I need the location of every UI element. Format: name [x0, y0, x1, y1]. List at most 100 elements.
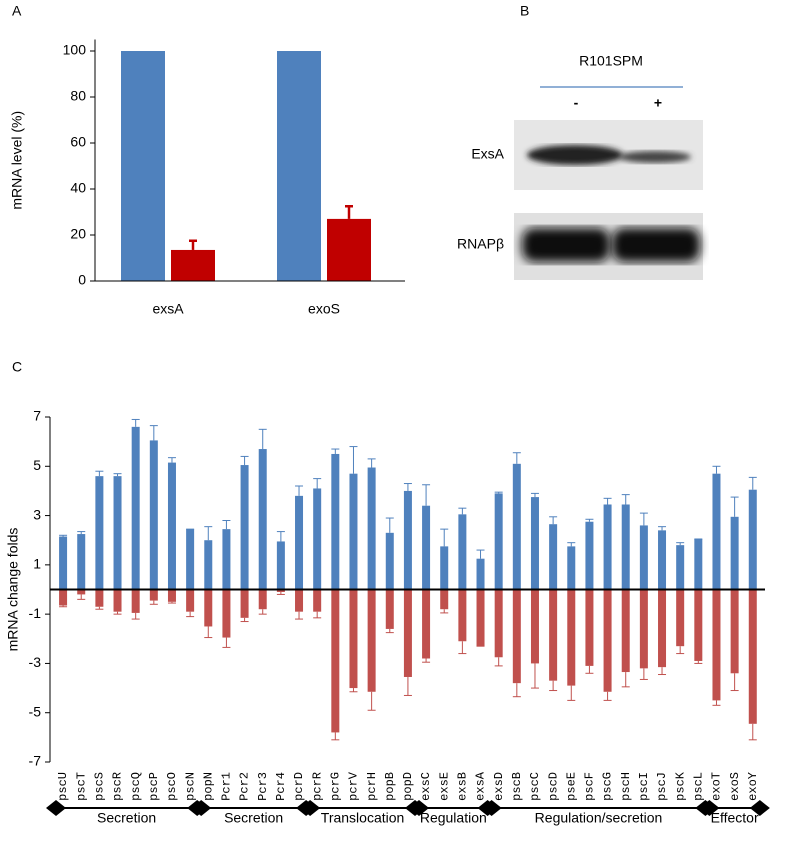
x-tick-label: pscB — [510, 772, 524, 801]
bar — [349, 473, 358, 590]
x-tick-label: Pcr3 — [256, 772, 270, 801]
bar — [549, 524, 558, 590]
x-tick-label: exoY — [746, 772, 760, 801]
bar — [603, 504, 612, 590]
lane-label: - — [574, 95, 579, 111]
band — [619, 151, 691, 163]
bar — [204, 589, 213, 627]
x-tick-label: pcrG — [328, 772, 342, 801]
error-bar — [95, 470, 104, 477]
x-tick-label: pscU — [56, 772, 70, 801]
x-tick-label: pscI — [637, 772, 651, 801]
x-tick-label: pscQ — [129, 772, 143, 801]
error-bar — [512, 452, 521, 464]
error-bar — [530, 663, 539, 689]
x-tick-label: exsC — [419, 772, 433, 801]
error-bar — [113, 611, 122, 615]
error-bar — [712, 700, 721, 706]
bar — [59, 536, 68, 590]
error-bar — [295, 611, 304, 620]
bar — [385, 532, 394, 590]
bar — [113, 476, 122, 590]
y-tick-label: -1 — [29, 605, 42, 621]
error-bar — [113, 473, 122, 477]
bar — [349, 589, 358, 689]
bar — [748, 489, 757, 590]
bar — [621, 589, 630, 673]
error-bar — [349, 446, 358, 474]
y-tick-label: -7 — [29, 753, 42, 769]
bar — [167, 462, 176, 590]
error-bar — [476, 549, 485, 559]
panel-label: C — [12, 359, 22, 375]
bar — [240, 589, 249, 618]
blot-header: R101SPM — [579, 53, 643, 69]
x-tick-label: exoS — [728, 772, 742, 801]
group-label: Regulation — [420, 810, 487, 826]
x-tick-label: pscK — [673, 771, 687, 801]
y-tick-label: 100 — [63, 42, 87, 58]
y-tick-label: 60 — [70, 134, 86, 150]
error-bar — [730, 496, 739, 517]
x-tick-label: Pcr1 — [220, 772, 234, 801]
error-bar — [658, 667, 667, 676]
bar — [476, 558, 485, 590]
bar — [530, 589, 539, 664]
error-bar — [258, 609, 267, 615]
bar — [440, 589, 449, 610]
error-bar — [549, 516, 558, 525]
band — [527, 145, 623, 165]
x-tick-label: pcrD — [292, 772, 306, 801]
bar — [313, 488, 322, 590]
error-bar — [458, 507, 467, 515]
y-axis-label: mRNA change folds — [5, 528, 21, 652]
error-bar — [440, 528, 449, 547]
error-bar — [276, 531, 285, 542]
bar — [331, 589, 340, 733]
y-tick-label: 5 — [33, 457, 41, 473]
x-tick-label: popD — [401, 772, 415, 801]
error-bar — [59, 605, 68, 608]
x-tick-label: pscO — [165, 772, 179, 801]
bar — [549, 589, 558, 681]
error-bar — [494, 491, 503, 494]
error-bar — [204, 526, 213, 541]
panel-label: A — [12, 3, 22, 19]
y-tick-label: 7 — [33, 408, 41, 424]
error-bar — [222, 637, 231, 648]
error-bar — [676, 646, 685, 655]
bar — [476, 589, 485, 647]
error-bar — [422, 658, 431, 663]
bar — [295, 495, 304, 590]
bar — [204, 540, 213, 590]
error-bar — [295, 485, 304, 496]
error-bar — [331, 448, 340, 454]
bar — [403, 589, 412, 677]
error-bar — [345, 205, 353, 219]
x-tick-label: pscL — [691, 772, 705, 801]
error-bar — [385, 628, 394, 634]
y-axis-label: mRNA level (%) — [9, 111, 25, 210]
error-bar — [167, 601, 176, 604]
error-bar — [313, 611, 322, 619]
bar — [658, 530, 667, 590]
error-bar — [222, 520, 231, 530]
group-label: Secretion — [97, 810, 156, 826]
bar — [603, 589, 612, 692]
blot-row-label: RNAPβ — [457, 236, 504, 252]
error-bar — [131, 418, 140, 427]
bar — [95, 589, 104, 607]
x-tick-label: pscN — [183, 772, 197, 801]
blot-row-label: ExsA — [471, 146, 504, 162]
error-bar — [149, 600, 158, 605]
bar — [639, 589, 648, 669]
bar — [694, 538, 703, 590]
x-tick-label: pscG — [601, 772, 615, 801]
error-bar — [403, 676, 412, 696]
bar — [385, 589, 394, 629]
error-bar — [95, 606, 104, 610]
error-bar — [385, 517, 394, 533]
bar — [494, 589, 503, 658]
x-tick-label: pscH — [619, 772, 633, 801]
bar — [440, 546, 449, 590]
